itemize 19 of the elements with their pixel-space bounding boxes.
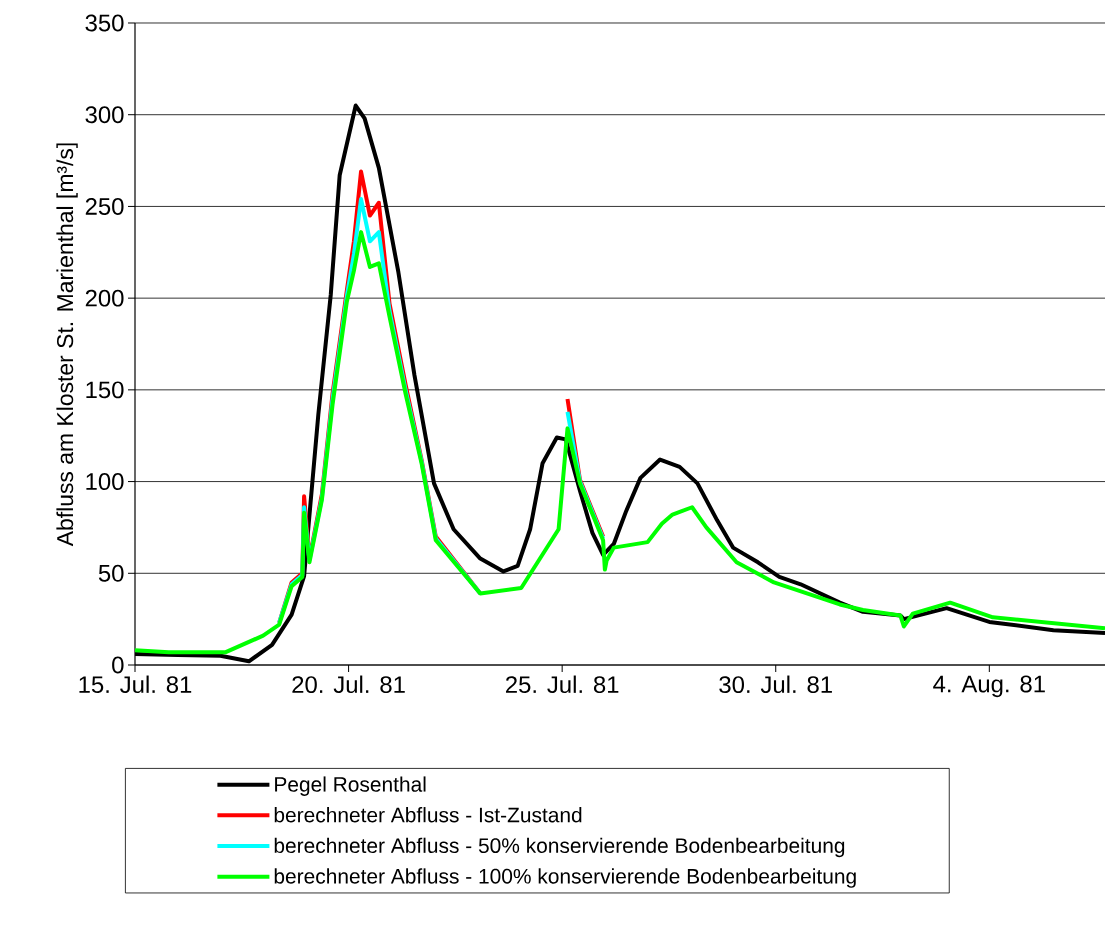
y-tick-label: 150 (86, 381, 124, 399)
x-tick-label: 4. Aug. 81 (933, 675, 1045, 698)
legend-label: berechneter Abfluss - 100% konservierende Bodenbearbeitung (274, 868, 856, 888)
legend-label: berechneter Abfluss - 50% konservierende Bodenbearbeitung (274, 837, 845, 858)
y-tick-label: 200 (85, 289, 124, 307)
y-axis-title: Abfluss am Kloster St. Marienthal [m³/s] (56, 143, 78, 547)
y-tick-label: 50 (98, 564, 124, 582)
x-tick-label: 15. Jul. 81 (79, 675, 192, 694)
x-tick-label: 25. Jul. 81 (505, 675, 619, 694)
legend-label: Pegel Rosenthal (275, 776, 426, 796)
y-tick-label: 250 (85, 197, 124, 215)
line-series (135, 230, 1105, 655)
y-tick-label: 350 (85, 14, 124, 32)
x-tick-label: 20. Jul. 81 (292, 675, 405, 694)
legend-label: berechneter Abfluss - Ist-Zustand (274, 807, 582, 823)
y-tick-label: 300 (85, 106, 124, 124)
y-tick-label: 100 (86, 473, 124, 491)
y-tick-label: 0 (112, 656, 124, 674)
x-tick-label: 30. Jul. 81 (719, 675, 832, 694)
